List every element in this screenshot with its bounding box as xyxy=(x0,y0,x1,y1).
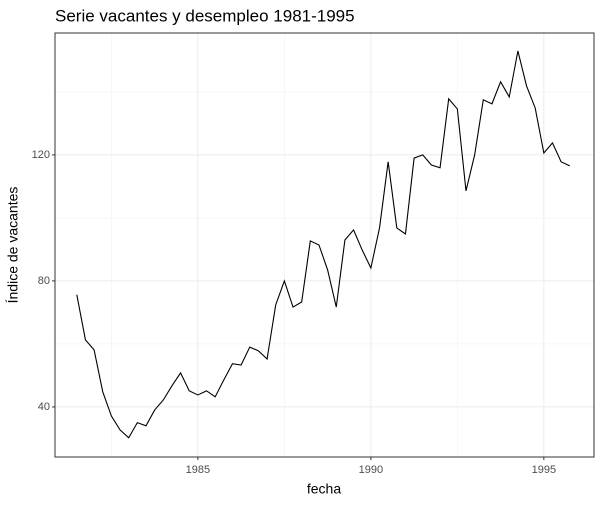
x-tick-label: 1995 xyxy=(532,464,556,476)
chart-title: Serie vacantes y desempleo 1981-1995 xyxy=(55,6,355,25)
y-tick-label: 40 xyxy=(38,401,50,413)
x-tick-label: 1985 xyxy=(186,464,210,476)
x-axis-label: fecha xyxy=(307,481,341,497)
y-tick-label: 80 xyxy=(38,275,50,287)
y-axis-label: Índice de vacantes xyxy=(5,187,21,304)
grid xyxy=(55,33,594,457)
plot-area xyxy=(76,50,571,439)
line xyxy=(76,50,571,439)
y-tick-label: 120 xyxy=(32,149,50,161)
panel-border xyxy=(54,32,595,458)
x-tick-label: 1990 xyxy=(359,464,383,476)
